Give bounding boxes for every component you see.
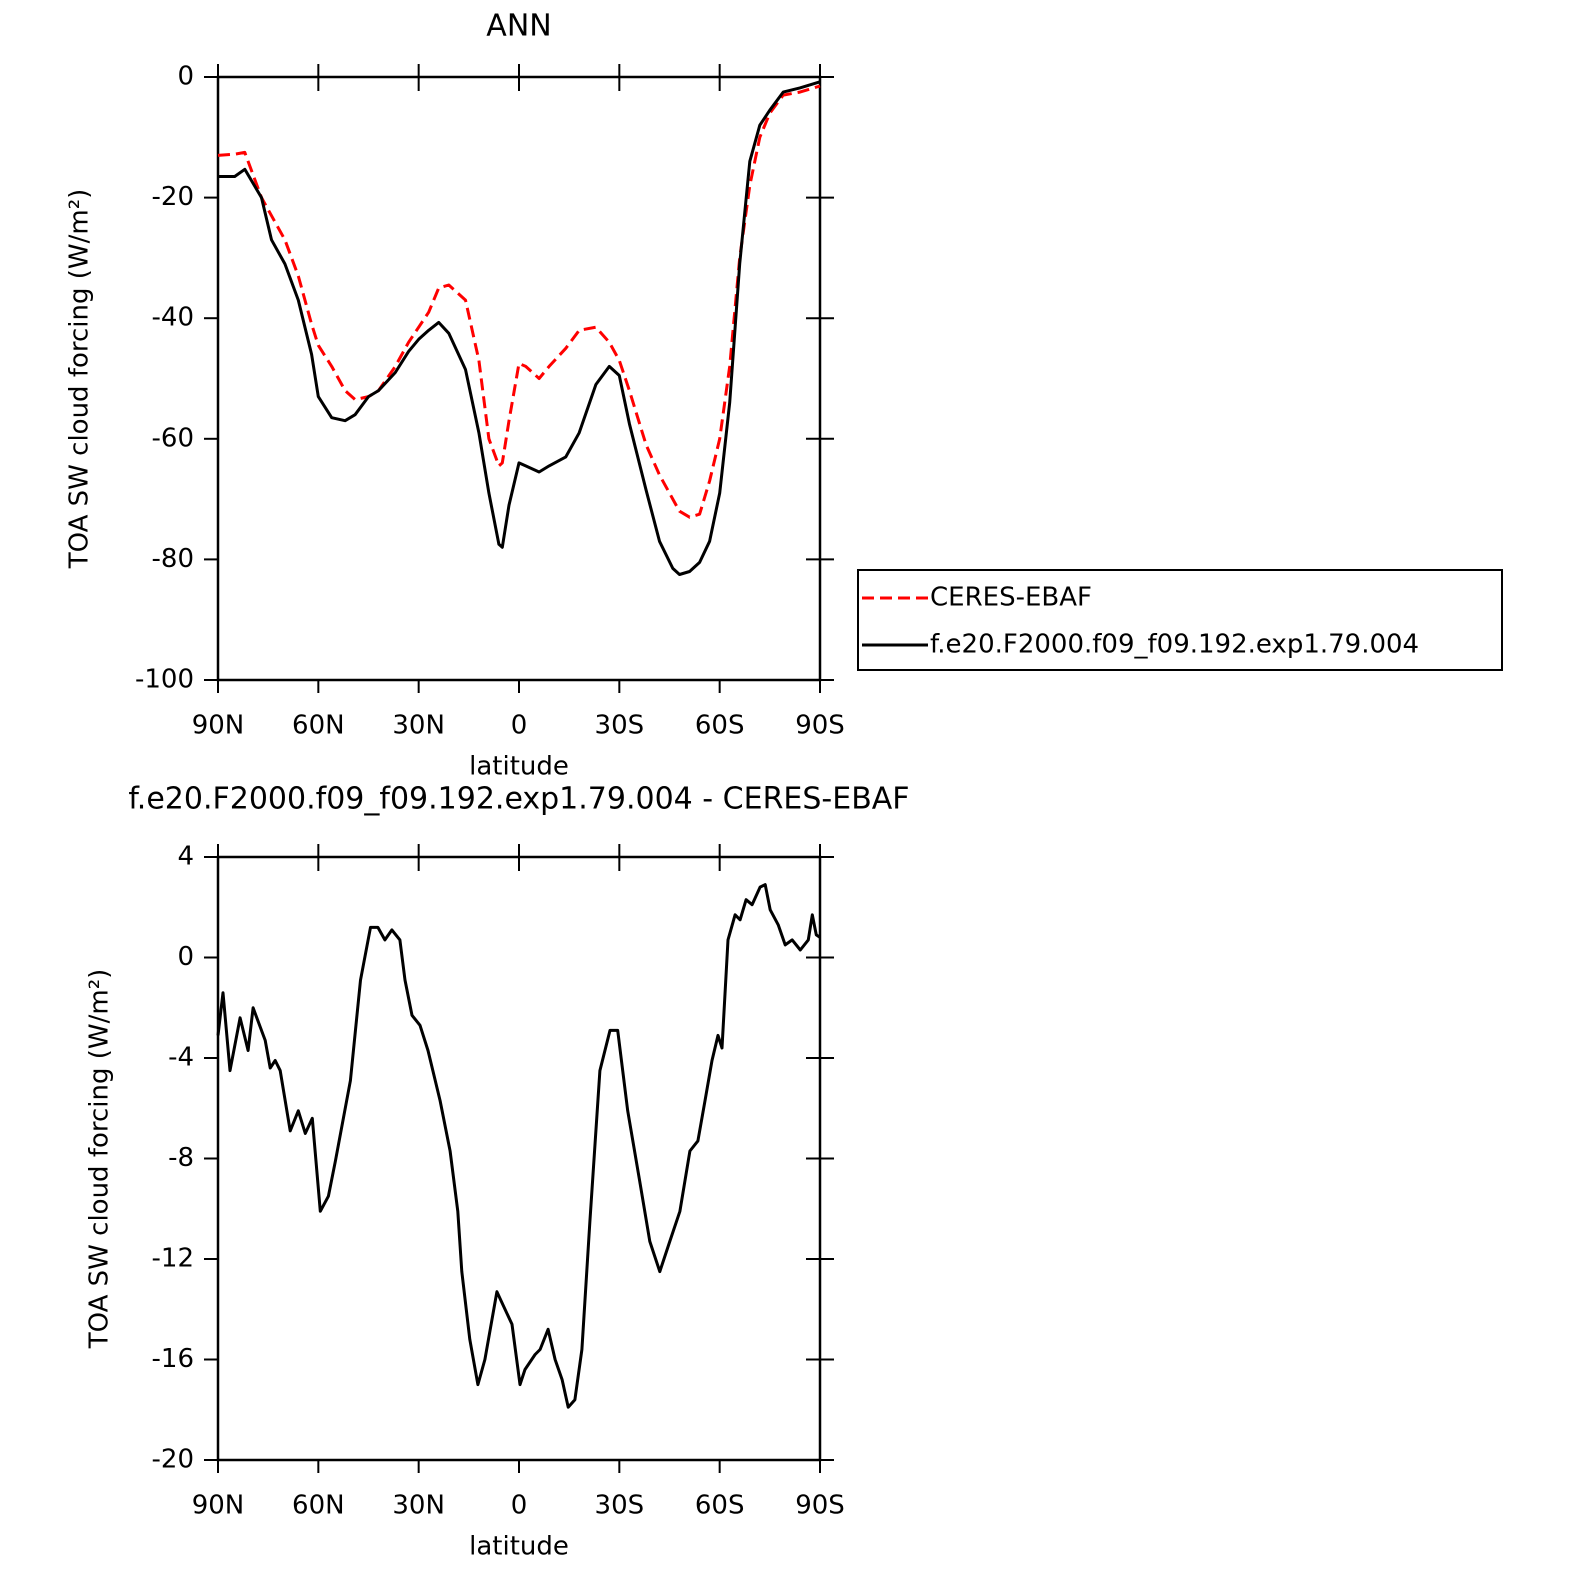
x-tick-label: 90N [192,711,245,741]
legend-label: CERES-EBAF [930,583,1092,613]
y-tick-label: 0 [177,942,194,972]
data-line [218,80,821,576]
x-tick-label: 30S [595,711,645,741]
x-tick-label: 90S [795,1491,845,1521]
x-axis-label: latitude [469,1532,569,1562]
y-tick-label: -60 [152,423,194,453]
x-tick-label: 0 [511,1491,528,1521]
x-tick-label: 60S [695,1491,745,1521]
x-tick-label: 60N [292,1491,345,1521]
x-tick-label: 90N [192,1491,245,1521]
y-tick-label: -20 [152,1445,194,1475]
legend-box [857,569,1503,671]
legend-label: f.e20.F2000.f09_f09.192.exp1.79.004 [930,630,1419,660]
x-tick-label: 30N [392,1491,445,1521]
x-tick-label: 30N [392,711,445,741]
y-axis-label: TOA SW cloud forcing (W/m²) [85,969,115,1350]
y-tick-label: -80 [152,544,194,574]
x-axis-label: latitude [469,752,569,782]
y-tick-label: -8 [168,1143,194,1173]
data-line [217,84,821,519]
chart-title: ANN [486,9,551,44]
y-tick-label: -16 [152,1344,194,1374]
plot-frame [216,75,822,682]
y-tick-label: -20 [152,182,194,212]
x-tick-label: 90S [795,711,845,741]
y-tick-label: -40 [152,303,194,333]
x-tick-label: 30S [595,1491,645,1521]
y-tick-label: -100 [135,665,194,695]
y-tick-label: 0 [177,62,194,92]
y-axis-label: TOA SW cloud forcing (W/m²) [65,189,95,570]
x-tick-label: 0 [511,711,528,741]
y-tick-label: -12 [152,1244,194,1274]
x-tick-label: 60N [292,711,345,741]
x-tick-label: 60S [695,711,745,741]
data-line [216,883,821,1409]
chart-title: f.e20.F2000.f09_f09.192.exp1.79.004 - CE… [128,782,909,817]
y-tick-label: -4 [168,1043,194,1073]
y-tick-label: 4 [177,842,194,872]
